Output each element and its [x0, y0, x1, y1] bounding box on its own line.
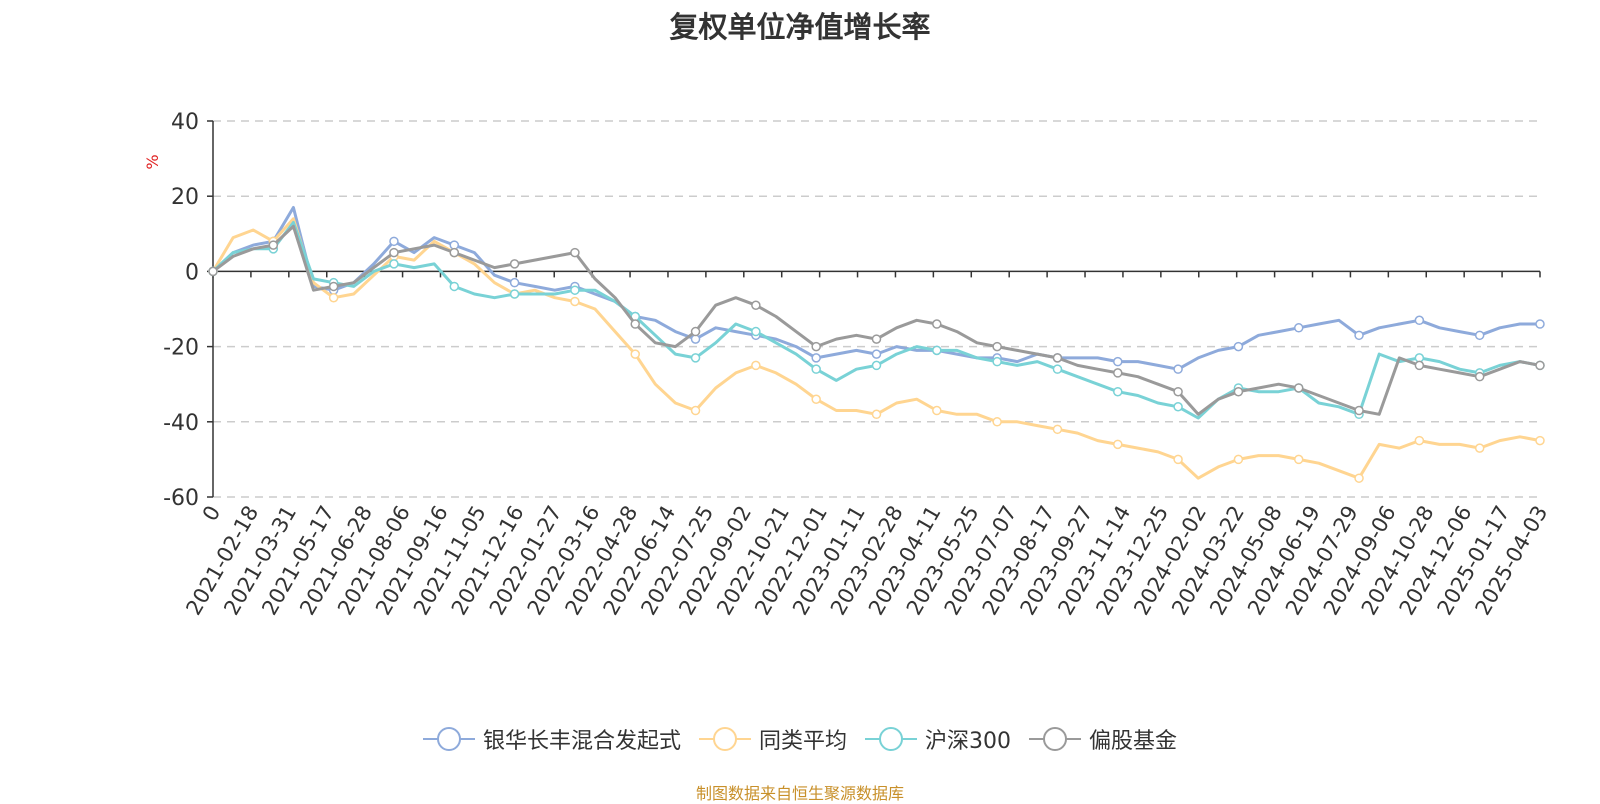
data-point: [871, 409, 882, 420]
data-point: [509, 259, 520, 269]
data-point: [871, 360, 882, 371]
data-point: [1173, 386, 1183, 397]
series-line-0: [211, 206, 1540, 371]
y-axis-label: %: [143, 154, 162, 169]
data-point: [751, 326, 761, 337]
data-point: [389, 236, 399, 247]
chart-title: 复权单位净值增长率: [669, 10, 931, 44]
data-point: [1113, 439, 1123, 450]
data-point: [690, 405, 701, 416]
legend-item-peer-average[interactable]: 同类平均: [698, 723, 847, 755]
data-point: [1293, 383, 1304, 393]
data-point: [1113, 386, 1123, 397]
y-tick-label: -40: [163, 411, 199, 436]
data-point: [1233, 386, 1244, 397]
data-point: [871, 334, 882, 344]
data-point: [992, 341, 1002, 352]
legend-item-csi300[interactable]: 沪深300: [865, 723, 1011, 755]
data-point: [389, 259, 399, 269]
data-point: [1474, 443, 1485, 453]
data-point: [932, 405, 942, 416]
data-point: [389, 247, 399, 258]
data-point: [932, 319, 942, 329]
line-chart: 40200-20-40-60%02021-02-182021-03-312021…: [143, 110, 1552, 619]
data-point: [570, 296, 580, 307]
data-point: [1414, 360, 1425, 371]
data-point: [208, 266, 218, 277]
data-point: [1474, 371, 1485, 382]
x-tick-label: 0: [198, 502, 225, 526]
data-point: [1233, 341, 1244, 352]
legend-swatch-equity-funds-icon: [1029, 727, 1081, 751]
data-point: [1354, 405, 1364, 416]
data-point: [328, 281, 339, 292]
y-tick-label: -60: [163, 486, 199, 511]
data-point: [811, 341, 821, 352]
legend-swatch-csi300-icon: [865, 727, 917, 751]
data-point: [1414, 315, 1425, 326]
legend-label-peer-average: 同类平均: [758, 729, 847, 754]
data-point: [1173, 364, 1183, 374]
data-point: [1535, 319, 1545, 329]
y-tick-label: 20: [171, 185, 199, 210]
data-point: [992, 356, 1002, 367]
data-point: [1052, 424, 1063, 435]
data-point: [449, 247, 460, 258]
data-point: [1414, 435, 1425, 446]
legend-item-yinhua[interactable]: 银华长丰混合发起式: [422, 723, 681, 755]
data-point: [509, 289, 520, 299]
data-point: [1535, 360, 1545, 371]
data-point: [1173, 402, 1183, 412]
legend-swatch-peer-average-icon: [698, 727, 751, 751]
legend-label-yinhua: 银华长丰混合发起式: [482, 729, 681, 754]
data-point: [328, 292, 339, 303]
data-point: [690, 353, 701, 363]
legend-swatch-yinhua-icon: [422, 727, 475, 751]
data-point: [690, 326, 701, 337]
data-point: [871, 349, 882, 359]
data-point: [1293, 454, 1304, 465]
data-point: [1474, 330, 1485, 341]
data-point: [811, 364, 821, 374]
data-point: [1535, 435, 1545, 446]
y-tick-label: -20: [163, 336, 199, 361]
y-tick-label: 0: [185, 260, 199, 285]
data-point: [1233, 454, 1244, 465]
legend: 银华长丰混合发起式 同类平均 沪深300 偏股基金: [0, 723, 1600, 755]
data-point: [751, 360, 761, 371]
data-point: [1293, 323, 1304, 333]
data-point: [570, 285, 580, 295]
data-point: [570, 247, 580, 258]
legend-label-csi300: 沪深300: [925, 729, 1011, 754]
data-point: [992, 417, 1002, 427]
data-point: [1052, 364, 1063, 374]
y-tick-label: 40: [171, 110, 199, 135]
data-point: [1173, 454, 1183, 465]
data-point: [1113, 368, 1123, 378]
data-point: [630, 349, 640, 359]
data-point: [1354, 330, 1364, 341]
data-point: [751, 300, 761, 310]
data-point: [268, 240, 279, 250]
data-point: [1052, 353, 1063, 363]
legend-label-equity-funds: 偏股基金: [1089, 729, 1178, 754]
data-point: [509, 277, 520, 288]
series-line-1: [211, 217, 1541, 480]
data-point: [630, 319, 640, 329]
source-note: 制图数据来自恒生聚源数据库: [695, 784, 904, 803]
data-point: [1354, 473, 1364, 483]
legend-item-equity-funds[interactable]: 偏股基金: [1029, 723, 1177, 755]
data-point: [811, 394, 821, 404]
data-point: [811, 353, 821, 363]
data-point: [932, 345, 942, 356]
data-point: [449, 281, 460, 292]
data-point: [1113, 356, 1123, 367]
